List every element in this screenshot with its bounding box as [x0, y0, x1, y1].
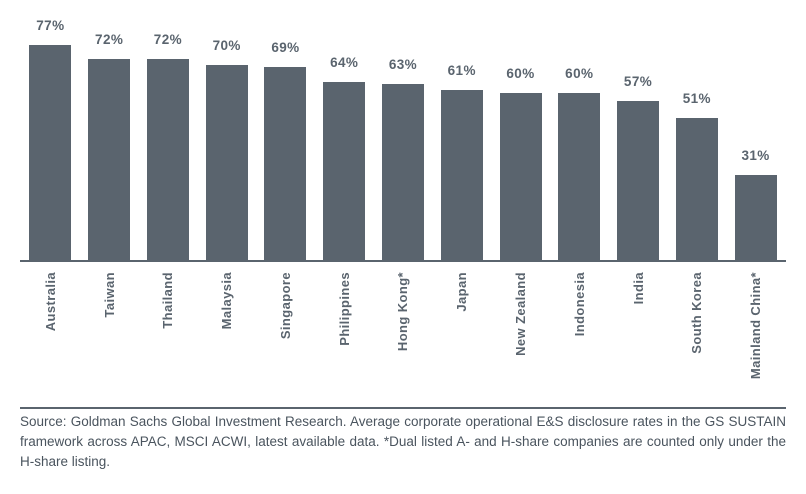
- label-column: Hong Kong*: [374, 272, 433, 351]
- bar: [440, 90, 483, 262]
- bar: [205, 65, 248, 262]
- label-column: Singapore: [256, 272, 315, 339]
- label-column: Mainland China*: [726, 272, 785, 379]
- label-column: New Zealand: [491, 272, 550, 356]
- bar-column: 60%: [491, 66, 550, 262]
- bar-column: 72%: [80, 32, 139, 262]
- bar-value-label: 72%: [95, 32, 124, 47]
- bar-column: 72%: [139, 32, 198, 262]
- bar-column: 70%: [197, 38, 256, 262]
- bar: [88, 59, 131, 262]
- label-column: Taiwan: [80, 272, 139, 318]
- category-label: South Korea: [689, 272, 705, 354]
- category-label: New Zealand: [513, 272, 528, 356]
- bar-value-label: 72%: [153, 32, 183, 47]
- bar: [381, 84, 424, 262]
- bar-value-label: 70%: [212, 38, 241, 53]
- label-column: Australia: [21, 272, 80, 331]
- x-axis-labels: Australia Taiwan Thailand Malaysia Singa…: [21, 272, 785, 404]
- label-column: Philippines: [315, 272, 374, 346]
- bar-value-label: 60%: [506, 66, 535, 81]
- bar-value-label: 69%: [271, 40, 300, 55]
- bar: [558, 93, 601, 262]
- bar: [499, 93, 542, 262]
- category-label: India: [630, 272, 646, 305]
- bar-column: 64%: [315, 55, 374, 262]
- bar-column: 60%: [550, 66, 609, 262]
- bar-column: 61%: [432, 63, 491, 262]
- bar: [146, 59, 189, 262]
- label-column: Thailand: [139, 272, 198, 329]
- bar-value-label: 63%: [388, 57, 418, 72]
- bar-value-label: 60%: [565, 66, 594, 81]
- bar: [29, 45, 72, 262]
- bar-value-label: 57%: [623, 74, 653, 89]
- label-column: South Korea: [667, 272, 726, 354]
- label-column: Indonesia: [550, 272, 609, 336]
- label-column: Malaysia: [197, 272, 256, 329]
- bar-value-label: 51%: [682, 91, 711, 106]
- bar-value-label: 31%: [741, 148, 770, 163]
- bar-value-label: 61%: [447, 63, 476, 78]
- bar-column: 69%: [256, 40, 315, 262]
- bar: [323, 82, 366, 262]
- category-label: Australia: [42, 272, 58, 332]
- bar-column: 77%: [21, 18, 80, 262]
- category-label: Taiwan: [101, 272, 117, 318]
- bar-column: 31%: [726, 148, 785, 262]
- source-note: Source: Goldman Sachs Global Investment …: [20, 414, 786, 469]
- bar-column: 51%: [667, 91, 726, 262]
- category-label: Indonesia: [571, 272, 587, 337]
- bars-area: 77% 72% 72% 70% 69% 64% 63% 61% 60% 60%: [21, 0, 785, 262]
- label-column: India: [609, 272, 668, 304]
- category-label: Singapore: [277, 272, 293, 340]
- footer-divider: [20, 407, 786, 409]
- bar: [675, 118, 718, 262]
- category-label: Japan: [454, 272, 470, 312]
- bar: [734, 175, 777, 262]
- bar: [617, 101, 660, 262]
- label-column: Japan: [432, 272, 491, 312]
- bar-value-label: 64%: [330, 55, 359, 70]
- category-label: Philippines: [336, 272, 352, 346]
- x-axis-line: [20, 260, 786, 262]
- bar-column: 57%: [609, 74, 668, 262]
- bar-value-label: 77%: [36, 18, 65, 33]
- category-label: Hong Kong*: [395, 272, 411, 352]
- category-label: Mainland China*: [748, 272, 764, 380]
- bar-column: 63%: [374, 57, 433, 262]
- category-label: Malaysia: [219, 272, 235, 330]
- category-label: Thailand: [160, 272, 176, 329]
- bar: [264, 67, 307, 262]
